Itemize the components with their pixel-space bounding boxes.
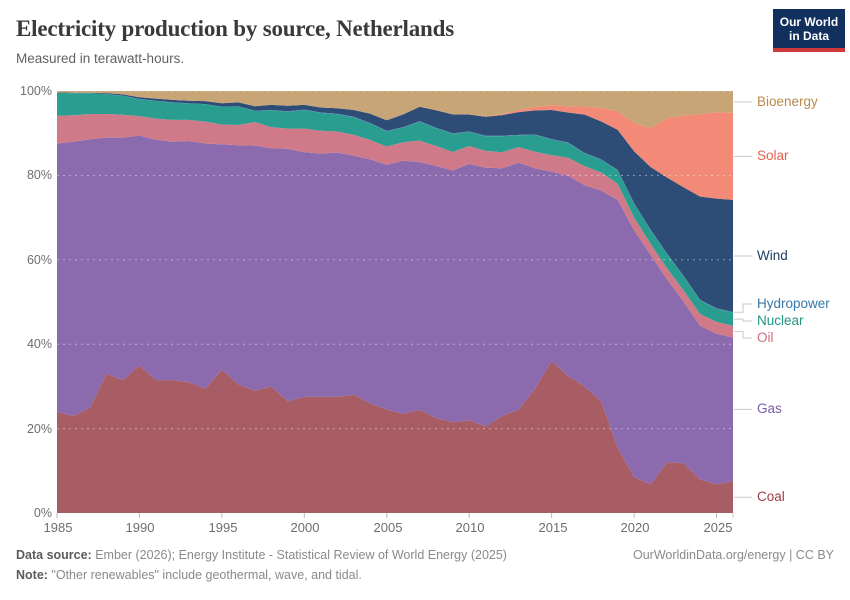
x-axis-label-2010: 2010 (455, 520, 485, 535)
area-coal (57, 361, 733, 513)
note-line: Note: "Other renewables" include geother… (16, 568, 362, 582)
y-axis-label-40: 40% (26, 337, 52, 351)
y-axis-label-60: 60% (26, 253, 52, 267)
legend-label-wind[interactable]: Wind (757, 247, 788, 263)
area-gas (57, 135, 733, 485)
legend-connector-oil (734, 331, 752, 339)
legend-label-nuclear[interactable]: Nuclear (757, 313, 804, 328)
x-axis-label-1985: 1985 (43, 520, 73, 535)
x-axis-label-1995: 1995 (208, 520, 238, 535)
chart-subtitle: Measured in terawatt-hours. (16, 51, 185, 66)
area-bioenergy (57, 91, 733, 129)
data-source-text: Ember (2026); Energy Institute - Statist… (91, 548, 507, 562)
area-oil (57, 114, 733, 338)
legend-label-coal[interactable]: Coal (757, 489, 785, 505)
owid-logo-line1: Our World (779, 15, 839, 29)
owid-url-link[interactable]: OurWorldinData.org/energy | CC BY (632, 548, 834, 562)
y-axis-label-20: 20% (26, 422, 52, 436)
x-axis-label-2015: 2015 (538, 520, 568, 535)
legend-label-hydropower[interactable]: Hydropower (757, 296, 830, 311)
note-label: Note: (16, 568, 48, 582)
x-axis-label-2025: 2025 (703, 520, 733, 535)
legend-connector-nuclear (734, 318, 752, 322)
x-axis-label-2020: 2020 (620, 520, 650, 535)
x-axis-label-2005: 2005 (373, 520, 403, 535)
y-axis-label-100: 100% (20, 84, 52, 98)
legend-label-solar[interactable]: Solar (757, 148, 789, 164)
owid-logo[interactable]: Our World in Data (773, 9, 845, 52)
note-text: "Other renewables" include geothermal, w… (47, 568, 362, 582)
y-axis-label-80: 80% (26, 168, 52, 182)
x-axis-label-1990: 1990 (125, 520, 155, 535)
x-axis-label-2000: 2000 (290, 520, 320, 535)
page-title: Electricity production by source, Nether… (16, 16, 454, 41)
legend-label-oil[interactable]: Oil (757, 330, 774, 345)
legend-label-bioenergy[interactable]: Bioenergy (757, 93, 818, 109)
data-source-label: Data source: (16, 548, 92, 562)
legend-connector-hydropower (734, 303, 752, 313)
legend-label-gas[interactable]: Gas (757, 401, 782, 417)
owid-logo-line2: in Data (788, 29, 829, 43)
area-nuclear (57, 92, 733, 326)
y-axis-label-0: 0% (33, 506, 52, 520)
data-source-line: Data source: Ember (2026); Energy Instit… (16, 548, 507, 562)
